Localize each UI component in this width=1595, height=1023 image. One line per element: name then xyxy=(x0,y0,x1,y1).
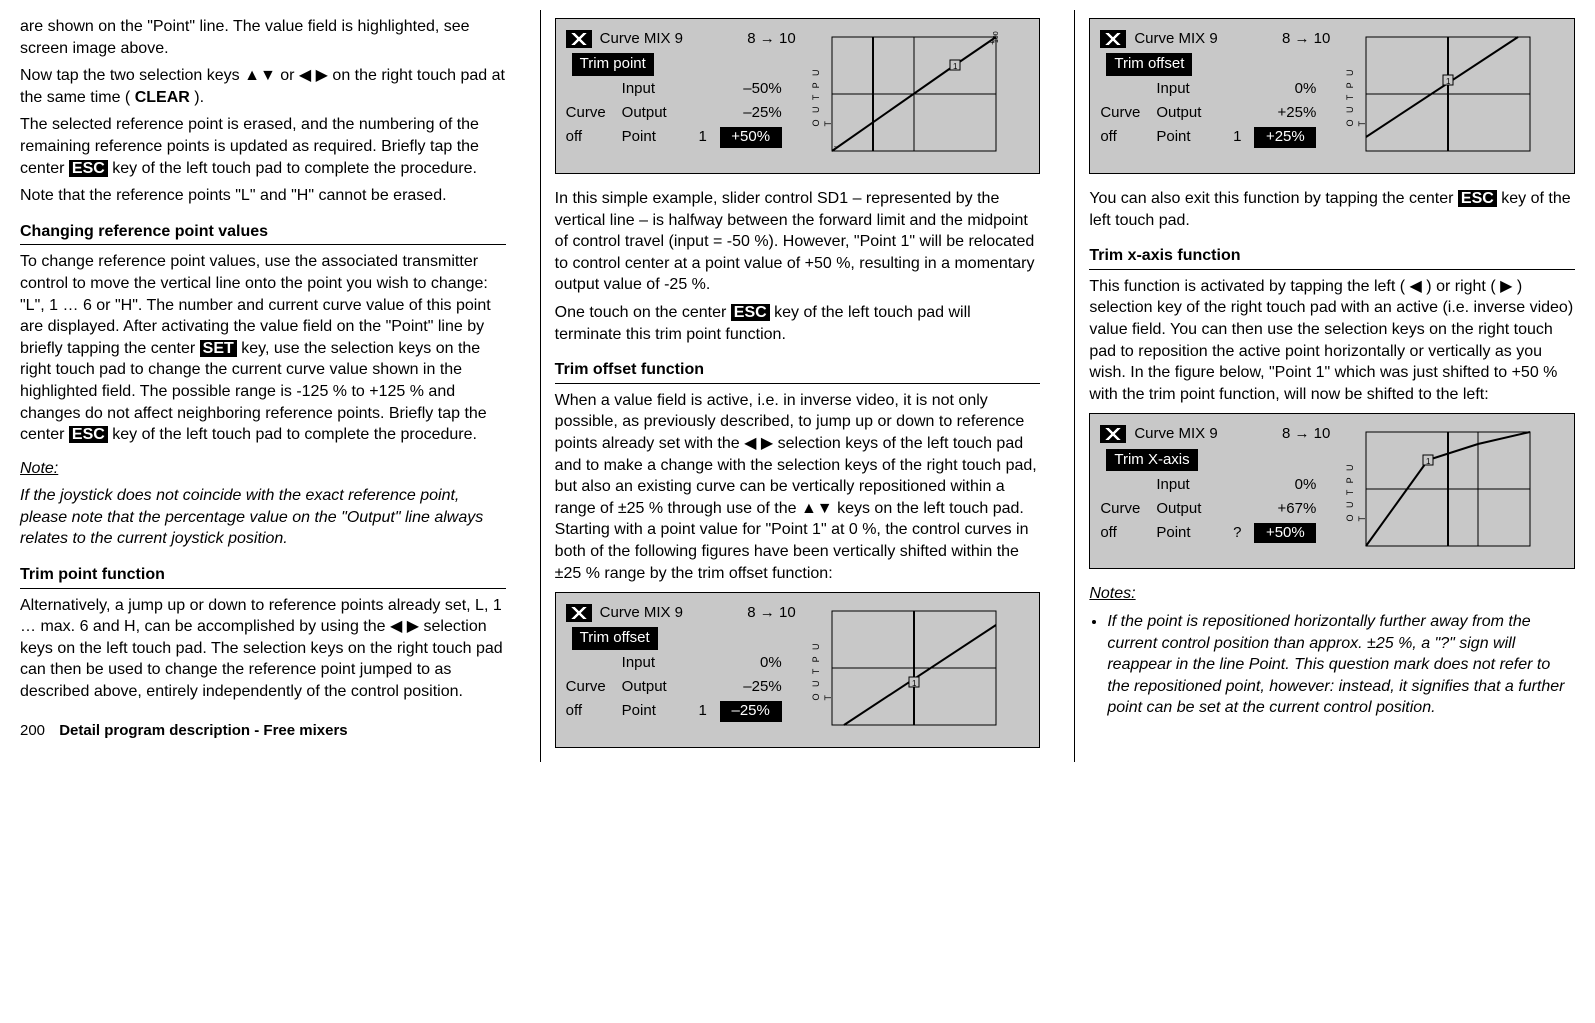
panel-data: Curve MIX 9 8 → 10 Trim X-axis Input0% C… xyxy=(1100,424,1330,545)
notes-list: If the point is repositioned horizontall… xyxy=(1089,611,1575,719)
heading-trim-xaxis: Trim x-axis function xyxy=(1089,245,1575,270)
footer-title: Detail program description - Free mixers xyxy=(59,722,347,739)
esc-key: ESC xyxy=(1458,190,1497,207)
arrow-right: ▶ xyxy=(1500,278,1512,295)
point-value[interactable]: –25% xyxy=(720,701,782,721)
notes-heading: Notes: xyxy=(1089,583,1575,605)
curve-panel-trim-offset-up: Curve MIX 9 8 → 10 Trim offset Input0% C… xyxy=(1089,18,1575,174)
para: The selected reference point is erased, … xyxy=(20,114,506,179)
heading-change-ref: Changing reference point values xyxy=(20,221,506,246)
para: You can also exit this function by tappi… xyxy=(1089,188,1575,231)
para: are shown on the "Point" line. The value… xyxy=(20,16,506,59)
para: To change reference point values, use th… xyxy=(20,251,506,445)
column-2: Curve MIX 9 8 → 10 Trim point Input–50% … xyxy=(540,10,1041,762)
svg-text:100: 100 xyxy=(993,31,1000,43)
svg-text:1: 1 xyxy=(912,679,917,688)
panel-data: Curve MIX 9 8 → 10 Trim offset Input0% C… xyxy=(566,603,796,724)
curve-graph: O U T P U T 1 + – 100 xyxy=(814,29,1004,159)
curve-panel-trim-offset-down: Curve MIX 9 8 → 10 Trim offset Input0% C… xyxy=(555,592,1041,748)
curve-graph: O U T P U T 1 xyxy=(814,603,1004,733)
curve-panel-trim-xaxis: Curve MIX 9 8 → 10 Trim X-axis Input0% C… xyxy=(1089,413,1575,569)
panel-tag: Trim X-axis xyxy=(1106,449,1197,471)
para: When a value field is active, i.e. in in… xyxy=(555,390,1041,584)
curve-graph: O U T P U T 1 xyxy=(1348,424,1538,554)
svg-text:1: 1 xyxy=(1446,77,1451,86)
heading-trim-point: Trim point function xyxy=(20,564,506,589)
esc-key: ESC xyxy=(69,426,108,443)
output-value: –25% xyxy=(716,103,782,123)
panel-data: Curve MIX 9 8 → 10 Trim point Input–50% … xyxy=(566,29,796,150)
arrows-lr: ◀ ▶ xyxy=(744,435,773,452)
arrows-lr: ◀ ▶ xyxy=(390,618,419,635)
page-columns: are shown on the "Point" line. The value… xyxy=(20,10,1575,762)
clear-label: CLEAR xyxy=(135,89,190,106)
panel-data: Curve MIX 9 8 → 10 Trim offset Input0% C… xyxy=(1100,29,1330,150)
curve-icon xyxy=(1100,425,1126,443)
panel-tag: Trim offset xyxy=(1106,53,1192,75)
curve-icon xyxy=(1100,30,1126,48)
arrows-lr: ◀ ▶ xyxy=(299,67,328,84)
para: Alternatively, a jump up or down to refe… xyxy=(20,595,506,703)
para: One touch on the center ESC key of the l… xyxy=(555,302,1041,345)
curve-graph: O U T P U T 1 xyxy=(1348,29,1538,159)
svg-text:–: – xyxy=(834,142,839,151)
point-value[interactable]: +25% xyxy=(1254,127,1316,147)
note-item: If the point is repositioned horizontall… xyxy=(1107,611,1575,719)
page-footer: 200 Detail program description - Free mi… xyxy=(20,721,506,741)
page-number: 200 xyxy=(20,722,45,739)
note-body: If the joystick does not coincide with t… xyxy=(20,485,506,550)
esc-key: ESC xyxy=(69,160,108,177)
point-value[interactable]: +50% xyxy=(720,127,782,147)
input-value: –50% xyxy=(716,79,782,99)
curve-panel-trim-point: Curve MIX 9 8 → 10 Trim point Input–50% … xyxy=(555,18,1041,174)
para: In this simple example, slider control S… xyxy=(555,188,1041,296)
output-axis-label: O U T P U T xyxy=(810,62,834,127)
column-1: are shown on the "Point" line. The value… xyxy=(20,10,506,762)
point-value[interactable]: +50% xyxy=(1254,523,1316,543)
heading-trim-offset: Trim offset function xyxy=(555,359,1041,384)
arrows-ud: ▲▼ xyxy=(801,500,833,517)
curve-icon xyxy=(566,30,592,48)
svg-text:1: 1 xyxy=(1426,457,1431,466)
arrow-left: ◀ xyxy=(1410,278,1422,295)
svg-text:1: 1 xyxy=(953,62,958,71)
para: Note that the reference points "L" and "… xyxy=(20,185,506,207)
note-heading: Note: xyxy=(20,458,506,480)
panel-title: Curve MIX 9 xyxy=(600,29,740,49)
curve-icon xyxy=(566,604,592,622)
column-3: Curve MIX 9 8 → 10 Trim offset Input0% C… xyxy=(1074,10,1575,762)
esc-key: ESC xyxy=(731,304,770,321)
para: This function is activated by tapping th… xyxy=(1089,276,1575,406)
panel-tag: Trim offset xyxy=(572,627,658,649)
para: Now tap the two selection keys ▲▼ or ◀ ▶… xyxy=(20,65,506,108)
arrows-ud: ▲▼ xyxy=(244,67,276,84)
panel-tag: Trim point xyxy=(572,53,654,75)
panel-route: 8 → 10 xyxy=(747,29,795,49)
set-key: SET xyxy=(200,340,237,357)
